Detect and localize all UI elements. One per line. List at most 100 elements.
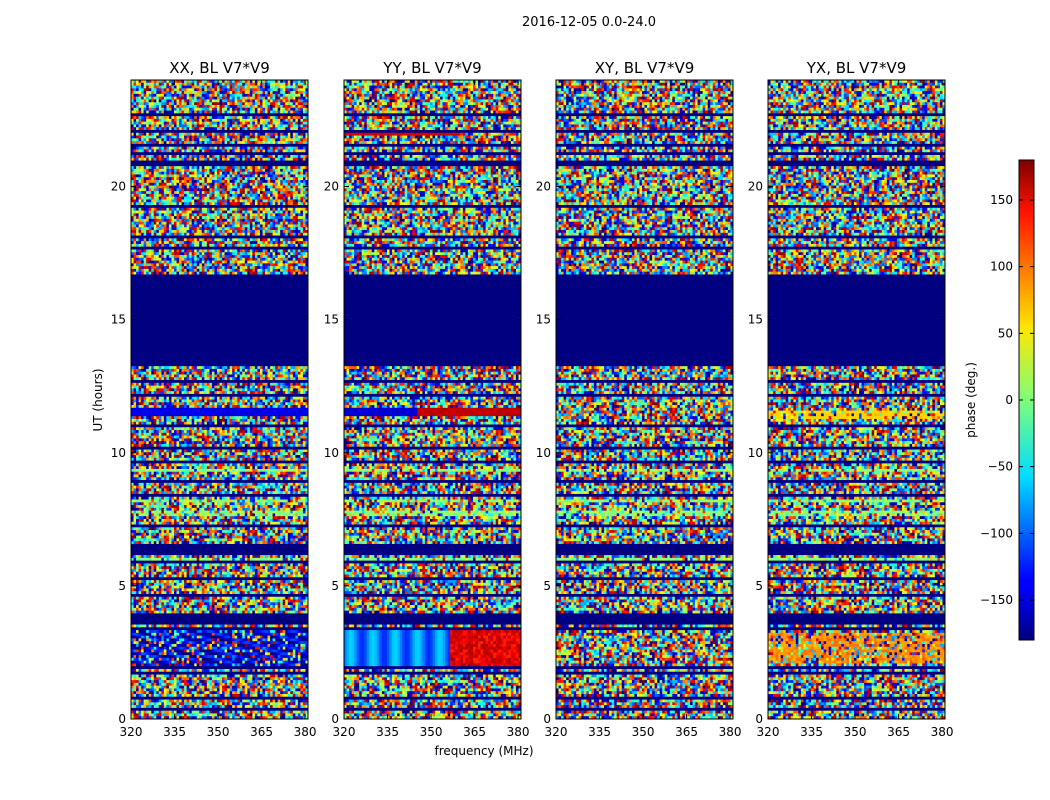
heatmap-cell	[230, 133, 233, 136]
heatmap-cell	[139, 133, 142, 136]
heatmap-cell	[285, 113, 288, 116]
heatmap-cell	[255, 83, 258, 86]
heatmap-cell	[217, 149, 220, 152]
heatmap-cell	[235, 161, 238, 164]
heatmap-cell	[171, 119, 174, 122]
heatmap-cell	[242, 136, 245, 139]
heatmap-cell	[199, 138, 202, 141]
heatmap-cell	[207, 163, 210, 166]
heatmap-cell	[273, 102, 276, 105]
heatmap-cell	[197, 94, 200, 97]
heatmap-cell	[154, 83, 157, 86]
heatmap-cell	[207, 105, 210, 108]
heatmap-cell	[161, 94, 164, 97]
heatmap-cell	[300, 119, 303, 122]
heatmap-cell	[240, 113, 243, 116]
heatmap-cell	[260, 133, 263, 136]
heatmap-cell	[141, 155, 144, 158]
heatmap-cell	[265, 161, 268, 164]
heatmap-cell	[156, 99, 159, 102]
heatmap-cell	[184, 136, 187, 139]
heatmap-cell	[262, 136, 265, 139]
heatmap-cell	[250, 88, 253, 91]
heatmap-cell	[242, 124, 245, 127]
heatmap-cell	[300, 97, 303, 100]
heatmap-cell	[171, 99, 174, 102]
heatmap-cell	[252, 161, 255, 164]
heatmap-cell	[217, 88, 220, 91]
heatmap-cell	[220, 116, 223, 119]
heatmap-cell	[202, 102, 205, 105]
heatmap-cell	[225, 122, 228, 125]
heatmap-cell	[230, 97, 233, 100]
heatmap-cell	[288, 94, 291, 97]
heatmap-cell	[300, 91, 303, 94]
heatmap-cell	[187, 141, 190, 144]
heatmap-cell	[144, 119, 147, 122]
heatmap-cell	[146, 88, 149, 91]
heatmap-cell	[240, 138, 243, 141]
heatmap-cell	[285, 155, 288, 158]
heatmap-cell	[204, 91, 207, 94]
heatmap-cell	[278, 152, 281, 155]
heatmap-cell	[169, 86, 172, 89]
heatmap-cell	[189, 141, 192, 144]
heatmap-cell	[295, 94, 298, 97]
heatmap-cell	[303, 102, 306, 105]
heatmap-cell	[166, 88, 169, 91]
heatmap-cell	[169, 105, 172, 108]
heatmap-cell	[220, 169, 223, 172]
heatmap-cell	[250, 111, 253, 114]
heatmap-cell	[164, 94, 167, 97]
heatmap-cell	[149, 130, 152, 133]
heatmap-cell	[268, 152, 271, 155]
heatmap-cell	[182, 124, 185, 127]
heatmap-cell	[217, 99, 220, 102]
heatmap-cell	[290, 155, 293, 158]
heatmap-cell	[270, 122, 273, 125]
heatmap-cell	[280, 116, 283, 119]
heatmap-cell	[134, 119, 137, 122]
heatmap-cell	[252, 166, 255, 169]
heatmap-cell	[209, 111, 212, 114]
heatmap-cell	[166, 86, 169, 89]
heatmap-cell	[232, 113, 235, 116]
heatmap-cell	[151, 144, 154, 147]
heatmap-cell	[171, 108, 174, 111]
heatmap-cell	[222, 124, 225, 127]
heatmap-cell	[262, 149, 265, 152]
heatmap-cell	[260, 88, 263, 91]
heatmap-cell	[290, 119, 293, 122]
heatmap-cell	[240, 169, 243, 172]
heatmap-cell	[300, 158, 303, 161]
heatmap-cell	[164, 91, 167, 94]
heatmap-cell	[285, 99, 288, 102]
heatmap-cell	[141, 130, 144, 133]
heatmap-cell	[293, 161, 296, 164]
heatmap-cell	[270, 133, 273, 136]
heatmap-cell	[146, 166, 149, 169]
heatmap-cell	[197, 136, 200, 139]
heatmap-cell	[179, 83, 182, 86]
heatmap-cell	[207, 124, 210, 127]
heatmap-cell	[156, 97, 159, 100]
heatmap-cell	[169, 133, 172, 136]
heatmap-cell	[161, 141, 164, 144]
heatmap-cell	[204, 102, 207, 105]
heatmap-cell	[154, 94, 157, 97]
heatmap-cell	[189, 158, 192, 161]
heatmap-cell	[192, 111, 195, 114]
heatmap-cell	[227, 133, 230, 136]
heatmap-cell	[285, 149, 288, 152]
heatmap-cell	[156, 83, 159, 86]
heatmap-cell	[139, 111, 142, 114]
heatmap-cell	[136, 108, 139, 111]
heatmap-cell	[265, 141, 268, 144]
heatmap-cell	[177, 83, 180, 86]
heatmap-cell	[265, 94, 268, 97]
heatmap-cell	[303, 130, 306, 133]
heatmap-cell	[220, 133, 223, 136]
heatmap-cell	[174, 161, 177, 164]
heatmap-cell	[136, 91, 139, 94]
heatmap-cell	[285, 111, 288, 114]
